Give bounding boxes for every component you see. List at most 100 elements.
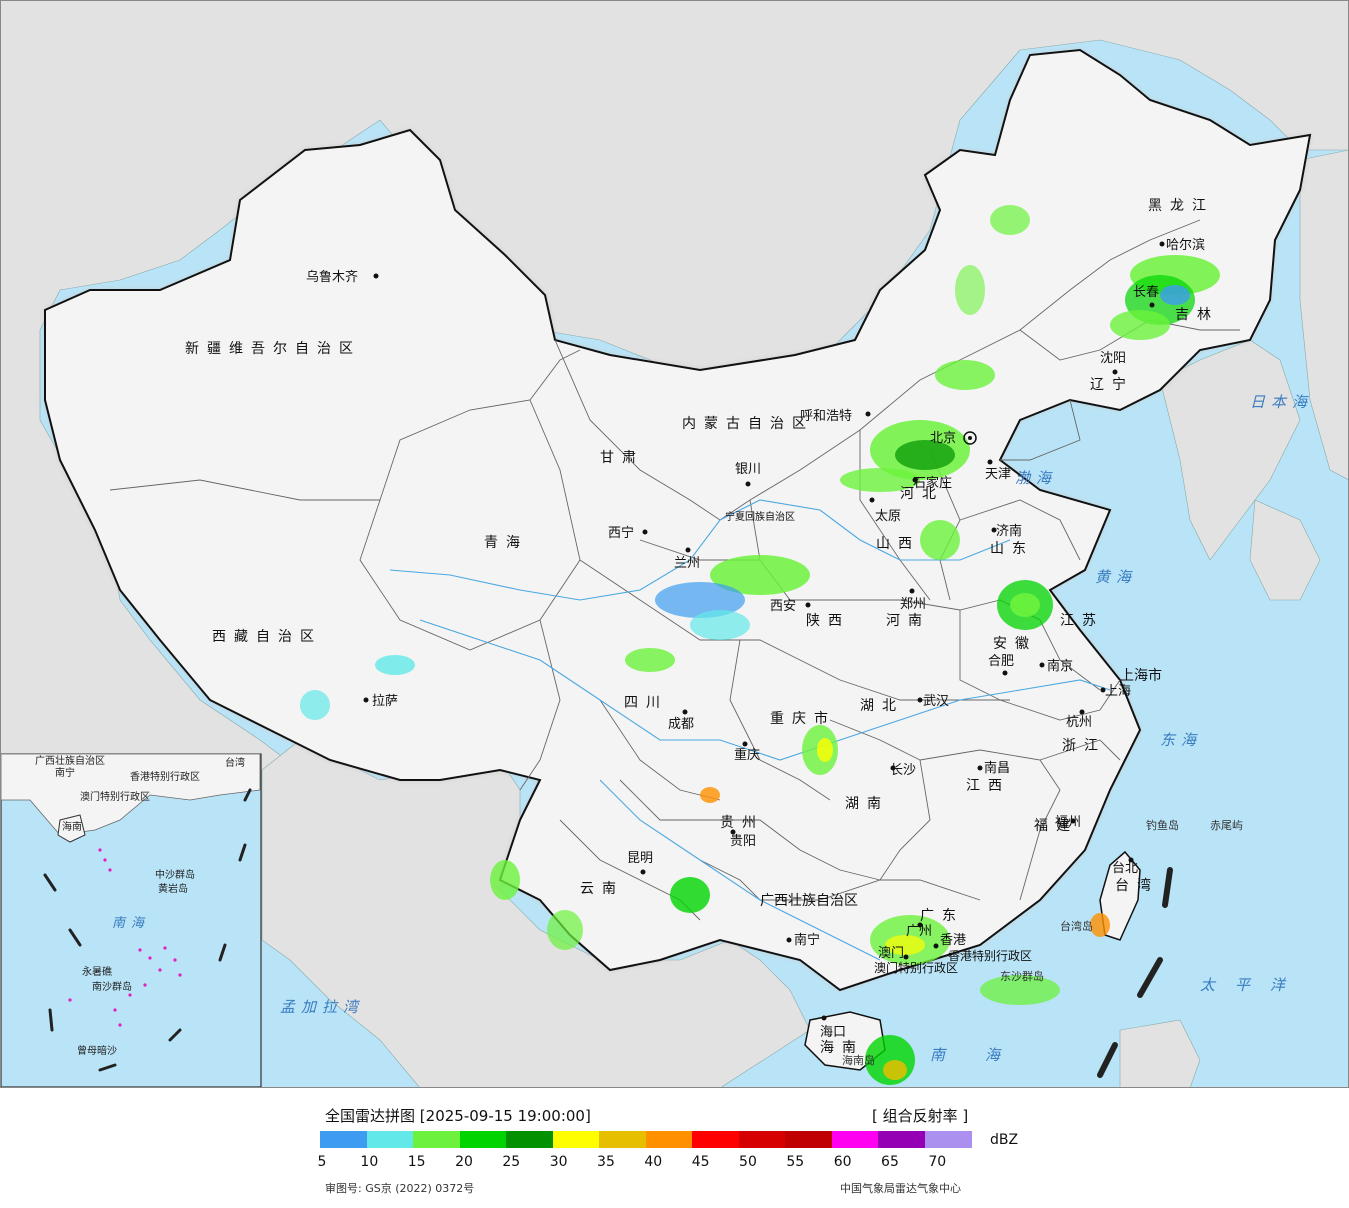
city-label-harbin: 哈尔滨 — [1166, 237, 1205, 253]
city-label-wuhan: 武汉 — [923, 694, 949, 709]
legend-tick-label: 5 — [317, 1154, 327, 1170]
legend-swatch — [459, 1131, 507, 1148]
legend-tick-label: 35 — [597, 1154, 615, 1170]
legend-title: 全国雷达拼图 [2025-09-15 19:00:00] — [325, 1105, 591, 1126]
legend-tick-label: 50 — [739, 1154, 757, 1170]
city-label-lhasa: 拉萨 — [372, 694, 398, 709]
legend-tick-label: 15 — [407, 1154, 426, 1170]
legend-swatch — [552, 1131, 600, 1148]
city-label-kunming: 昆明 — [627, 851, 653, 866]
legend-swatch — [692, 1131, 739, 1148]
boundary-dashes — [1097, 867, 1173, 1078]
province-label-hubei: 湖北 — [860, 698, 904, 714]
city-label-nanchang: 南昌 — [984, 760, 1010, 776]
province-label-jiangxi: 江西 — [966, 778, 1010, 794]
province-label-ningxia: 宁夏回族自治区 — [725, 510, 795, 523]
legend-panel: 全国雷达拼图 [2025-09-15 19:00:00] [ 组合反射率 ] 5… — [0, 1088, 1349, 1208]
island-label-hainan: 海南岛 — [842, 1053, 875, 1067]
city-label-nanjing: 南京 — [1047, 658, 1073, 674]
sea-labels: 渤海 黄海 东海 南海 日本海 太平洋 孟加拉湾 — [280, 393, 1313, 1064]
legend-tick-label: 10 — [360, 1154, 379, 1170]
city-label-shijiazhuang: 石家庄 — [913, 475, 952, 491]
radar-map: 新疆维吾尔自治区 西藏自治区 青海 甘肃 内蒙古自治区 黑龙江 吉林 辽宁 河北… — [0, 0, 1349, 1088]
inset-label-zhongsha: 中沙群岛 — [155, 868, 195, 881]
sea-label-pacific: 太平洋 — [1200, 976, 1305, 994]
taiwan-island — [1099, 850, 1141, 941]
city-label-taiyuan: 太原 — [875, 509, 901, 524]
legend-tick-label: 40 — [644, 1154, 663, 1170]
city-label-guiyang: 贵阳 — [730, 834, 756, 849]
province-label-hunan: 湖南 — [845, 796, 889, 812]
legend-swatch — [785, 1131, 832, 1148]
city-label-haikou: 海口 — [820, 1025, 846, 1040]
inset-label-nanhai: 南海 — [112, 916, 150, 931]
inset-label-zengmu: 曾母暗沙 — [77, 1044, 117, 1057]
city-label-guangzhou: 广州 — [906, 924, 932, 939]
legend-unit: dBZ — [990, 1132, 1019, 1148]
province-label-hongkong: 香港特别行政区 — [948, 948, 1032, 963]
agency-name: 中国气象局雷达气象中心 — [840, 1182, 961, 1195]
province-label-jilin: 吉林 — [1175, 307, 1219, 323]
island-label-taiwan: 台湾岛 — [1060, 919, 1093, 933]
inset-label-nanning: 南宁 — [55, 766, 75, 779]
city-label-nanning: 南宁 — [794, 932, 820, 948]
province-label-xizang: 西藏自治区 — [212, 629, 322, 645]
legend-swatch — [599, 1131, 646, 1148]
city-label-zhengzhou: 郑州 — [900, 597, 926, 612]
province-label-hainan: 海南 — [820, 1040, 864, 1056]
legend-title-name: 全国雷达拼图 — [325, 1107, 416, 1125]
china-land — [44, 48, 1312, 992]
city-labels: 乌鲁木齐 拉萨 西宁 兰州 银川 呼和浩特 哈尔滨 长春 沈阳 北京 天津 石家… — [306, 237, 1205, 1040]
island-labels: 钓鱼岛 赤尾屿 台湾岛 东沙群岛 海南岛 — [842, 818, 1243, 1067]
legend-swatch — [506, 1131, 553, 1148]
city-label-shanghai: 上海 — [1105, 684, 1131, 699]
legend-swatch — [738, 1131, 786, 1148]
inset-label-hainan: 海南 — [62, 820, 82, 833]
rivers — [389, 499, 1111, 961]
province-label-macau: 澳门特别行政区 — [874, 960, 958, 975]
legend-tick-label: 55 — [786, 1154, 805, 1170]
province-label-zhejiang: 浙江 — [1062, 738, 1106, 754]
province-label-guangdong: 广东 — [920, 908, 964, 924]
legend-swatch — [645, 1131, 693, 1148]
legend-swatch — [320, 1131, 367, 1148]
sea-label-japan-sea: 日本海 — [1250, 393, 1313, 411]
city-label-chongqing: 重庆 — [734, 747, 760, 763]
province-label-chongqing: 重庆市 — [770, 710, 836, 727]
city-label-lanzhou: 兰州 — [674, 556, 700, 571]
province-label-fujian: 福建 — [1034, 818, 1078, 834]
inset-label-taiwan: 台湾 — [225, 756, 245, 769]
inset-label-macau: 澳门特别行政区 — [80, 790, 150, 803]
legend-tick-label: 70 — [928, 1154, 947, 1170]
island-label-chiwei: 赤尾屿 — [1210, 819, 1243, 832]
island-label-dongsha: 东沙群岛 — [1000, 969, 1044, 983]
legend-swatch — [413, 1131, 460, 1148]
city-dots — [363, 241, 1165, 1021]
city-label-urumqi: 乌鲁木齐 — [306, 269, 358, 285]
legend-tick-label: 65 — [881, 1154, 899, 1170]
sea-label-huanghai: 黄海 — [1095, 568, 1137, 586]
south-china-sea-inset: 广西壮族自治区 香港特别行政区 澳门特别行政区 台湾 南宁 海南 中沙群岛 黄岩… — [0, 753, 262, 1088]
city-label-shenyang: 沈阳 — [1100, 351, 1126, 366]
legend-tick-label: 60 — [833, 1154, 852, 1170]
province-label-xinjiang: 新疆维吾尔自治区 — [185, 341, 361, 357]
province-label-guizhou: 贵州 — [720, 815, 764, 831]
island-label-diaoyu: 钓鱼岛 — [1146, 818, 1179, 832]
legend-tick-label: 45 — [691, 1154, 710, 1170]
province-label-gansu: 甘肃 — [600, 450, 644, 466]
province-label-anhui: 安徽 — [993, 636, 1037, 652]
city-label-hongkong: 香港 — [940, 933, 966, 948]
radar-echoes — [105, 205, 1220, 1085]
city-label-xian: 西安 — [770, 599, 796, 614]
city-label-jinan: 济南 — [996, 523, 1022, 539]
inset-label-yongshu: 永暑礁 — [82, 965, 112, 978]
city-label-changchun: 长春 — [1133, 285, 1159, 300]
city-label-hefei: 合肥 — [988, 654, 1014, 669]
legend-swatch — [878, 1131, 925, 1148]
province-label-sichuan: 四川 — [624, 695, 668, 711]
inset-label-hongkong: 香港特别行政区 — [130, 770, 200, 783]
legend-swatch — [831, 1131, 879, 1148]
sea-label-bay-of-bengal: 孟加拉湾 — [280, 998, 364, 1016]
province-label-henan: 河南 — [886, 613, 930, 629]
beijing-capital-marker — [963, 431, 977, 445]
